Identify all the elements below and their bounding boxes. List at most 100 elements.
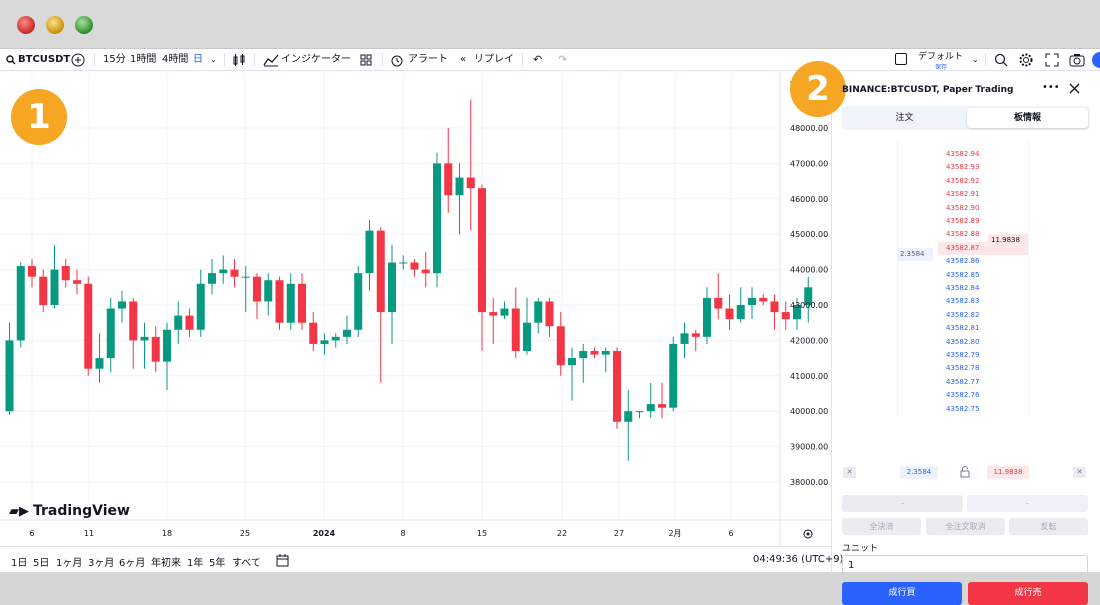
candlestick-chart[interactable]: 48000.00 47000.00 46000.00 45000.00 44000.00…	[0, 72, 831, 546]
candle-body	[759, 297, 768, 302]
tradingview-logo-icon: ▰▶	[9, 504, 29, 519]
right-x-icon[interactable]: ✕	[1073, 467, 1086, 478]
unit-input[interactable]: 1	[842, 555, 1088, 578]
ask-price-row[interactable]: 43582.94	[898, 148, 1030, 161]
publish-button[interactable]	[1092, 52, 1100, 68]
fullscreen-icon[interactable]	[1045, 53, 1059, 69]
alert-button[interactable]: アラート	[408, 54, 448, 65]
interval-4h[interactable]: 4時間	[162, 54, 189, 65]
ask-price-row[interactable]: 43582.92	[898, 175, 1030, 188]
range-3m[interactable]: 3ヶ月	[88, 558, 115, 569]
market-buy-button[interactable]: 成行買	[842, 582, 962, 605]
interval-1h[interactable]: 1時間	[130, 54, 157, 65]
indicators-button[interactable]: インジケーター	[281, 54, 351, 65]
price-level: 43582.80	[946, 337, 980, 346]
tradingview-app: BTCUSDT 15分 1時間 4時間 日 ⌄ インジケーター アラート « リ…	[0, 48, 1100, 605]
replay-icon[interactable]: «	[460, 54, 467, 65]
quick-search-icon[interactable]	[994, 53, 1008, 69]
close-panel-icon[interactable]	[1069, 83, 1080, 94]
range-ytd[interactable]: 年初来	[151, 558, 181, 569]
layout-checkbox[interactable]	[895, 53, 907, 65]
candlestick-type-icon[interactable]	[232, 53, 246, 69]
ask-price-row[interactable]: 43582.93	[898, 161, 1030, 174]
interval-1d[interactable]: 日	[193, 54, 203, 65]
close-window-button[interactable]	[17, 16, 35, 34]
layout-grid-icon[interactable]	[360, 54, 372, 70]
undo-icon[interactable]: ↶	[533, 53, 543, 66]
bid-price-row[interactable]: 43582.77	[898, 376, 1030, 389]
cancel-all-orders-button[interactable]: 全注文取消	[926, 518, 1005, 535]
bid-price-row[interactable]: 43582.82	[898, 309, 1030, 322]
symbol-search-button[interactable]: BTCUSDT	[18, 54, 71, 65]
range-5d[interactable]: 5日	[33, 558, 50, 569]
bid-price-row[interactable]: 43582.79	[898, 349, 1030, 362]
time-tick-label: 2024	[313, 529, 336, 538]
bid-price-row[interactable]: 43582.75	[898, 403, 1030, 416]
price-level: 43582.75	[946, 404, 980, 413]
candle-body	[534, 301, 543, 323]
tab-order-book[interactable]: 板情報	[967, 108, 1088, 128]
bid-price-row[interactable]: 43582.84	[898, 282, 1030, 295]
reverse-button[interactable]: 反転	[1009, 518, 1088, 535]
range-1m[interactable]: 1ヶ月	[56, 558, 83, 569]
close-all-button[interactable]: 全決済	[842, 518, 921, 535]
chart-area[interactable]: 48000.00 47000.00 46000.00 45000.00 44000.00…	[0, 72, 843, 573]
bid-price-row[interactable]: 43582.81	[898, 322, 1030, 335]
time-tick-label: 15	[477, 529, 487, 538]
candle-body	[73, 280, 81, 284]
ask-price-row[interactable]: 43582.91	[898, 188, 1030, 201]
goto-date-calendar-icon[interactable]	[276, 553, 290, 567]
bid-price-row[interactable]: 43582.86	[898, 255, 1030, 268]
buy-price-button[interactable]: –	[842, 495, 963, 512]
ask-price-row[interactable]: 43582.89	[898, 215, 1030, 228]
layout-chevron-down-icon[interactable]: ⌄	[972, 55, 979, 64]
candle-body	[770, 301, 779, 313]
order-book: 2.3584 11.9838 43582.94 43582.93 43582.92 4…	[897, 140, 1029, 416]
replay-button[interactable]: リプレイ	[474, 54, 514, 65]
candle-body	[309, 322, 318, 344]
bid-price-row[interactable]: 43582.85	[898, 269, 1030, 282]
bid-price-row[interactable]: 43582.83	[898, 295, 1030, 308]
indicators-icon[interactable]	[263, 53, 279, 69]
camera-snapshot-icon[interactable]	[1069, 53, 1085, 69]
axis-settings-gear-icon[interactable]	[803, 529, 813, 539]
ask-price-row[interactable]: 43582.90	[898, 202, 1030, 215]
bid-price-row[interactable]: 43582.76	[898, 389, 1030, 402]
lock-icon[interactable]	[959, 465, 971, 479]
settings-gear-icon[interactable]	[1019, 53, 1033, 69]
candle-body	[298, 283, 306, 323]
window-titlebar	[0, 0, 1100, 48]
layout-name[interactable]: デフォルト	[918, 52, 964, 62]
candle-body	[163, 329, 171, 362]
range-all[interactable]: すべて	[232, 558, 261, 569]
price-level: 43582.84	[946, 284, 980, 292]
price-level: 43582.83	[946, 297, 980, 306]
tab-order[interactable]: 注文	[895, 113, 914, 123]
left-x-icon[interactable]: ✕	[843, 467, 856, 478]
bid-price-row[interactable]: 43582.80	[898, 336, 1030, 349]
minimize-window-button[interactable]	[46, 16, 64, 34]
bid-price-row[interactable]: 43582.78	[898, 362, 1030, 375]
interval-15m[interactable]: 15分	[103, 54, 126, 65]
more-options-icon[interactable]: •••	[1042, 82, 1060, 93]
compare-plus-icon[interactable]	[71, 53, 85, 69]
interval-chevron-down-icon[interactable]: ⌄	[210, 55, 217, 64]
maximize-window-button[interactable]	[75, 16, 93, 34]
clock-timezone[interactable]: 04:49:36 (UTC+9)	[753, 554, 844, 565]
ask-price-row[interactable]: 43582.88	[898, 228, 1030, 241]
sell-price-button[interactable]: –	[967, 495, 1088, 512]
ask-price-row[interactable]: 43582.87	[938, 241, 1028, 255]
alarm-clock-icon[interactable]	[390, 53, 404, 69]
price-level: 43582.76	[946, 391, 980, 400]
candle-body	[478, 188, 486, 313]
time-tick-label: 2月	[668, 529, 681, 538]
range-5y[interactable]: 5年	[209, 558, 226, 569]
redo-icon[interactable]: ↷	[558, 53, 568, 66]
range-1y[interactable]: 1年	[187, 558, 204, 569]
range-6m[interactable]: 6ヶ月	[119, 558, 146, 569]
market-sell-button[interactable]: 成行売	[968, 582, 1088, 605]
search-icon[interactable]	[6, 55, 16, 71]
range-1d[interactable]: 1日	[11, 558, 28, 569]
price-level: 43582.77	[946, 377, 980, 386]
candle-body	[433, 163, 441, 274]
